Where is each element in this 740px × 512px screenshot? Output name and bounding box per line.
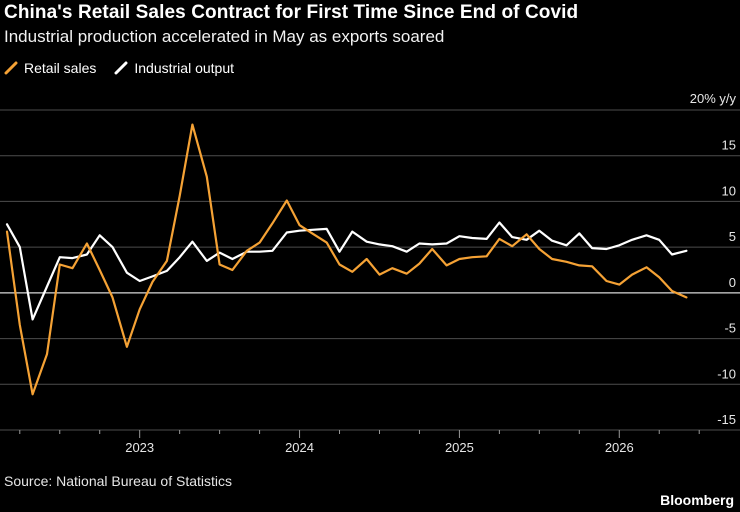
x-tick-label: 2024 [285,440,314,455]
y-tick-label: -15 [717,412,736,427]
x-tick-label: 2026 [605,440,634,455]
source-note: Source: National Bureau of Statistics [4,473,233,489]
legend-swatch-industrial [114,61,128,75]
legend-item-retail: Retail sales [4,60,96,76]
y-tick-label: 5 [729,229,736,244]
y-tick-label: 15 [722,138,736,153]
x-tick-label: 2023 [125,440,154,455]
chart-legend: Retail sales Industrial output [4,60,234,76]
legend-label-retail: Retail sales [24,60,97,76]
grid-lines [0,109,740,431]
y-tick-label: 0 [729,275,736,290]
brand-logo-text: Bloomberg [660,492,734,508]
legend-label-industrial: Industrial output [134,60,234,76]
y-axis-unit-label: 20% y/y [690,91,737,106]
series-layer [5,123,688,396]
y-tick-label: -10 [717,366,736,381]
legend-swatch-retail [4,61,18,75]
y-axis: 15 10 5 0 -5 -10 -15 [717,138,736,427]
y-tick-label: -5 [724,321,736,336]
x-tick-label: 2025 [445,440,474,455]
chart-title: China's Retail Sales Contract for First … [4,2,579,23]
legend-item-industrial: Industrial output [114,60,234,76]
series-line-retail-sales [5,123,688,396]
series-line-industrial-output [5,221,688,321]
x-axis: 2023 2024 2025 2026 [19,430,700,455]
y-tick-label: 10 [722,183,736,198]
chart-subtitle: Industrial production accelerated in May… [4,27,445,46]
